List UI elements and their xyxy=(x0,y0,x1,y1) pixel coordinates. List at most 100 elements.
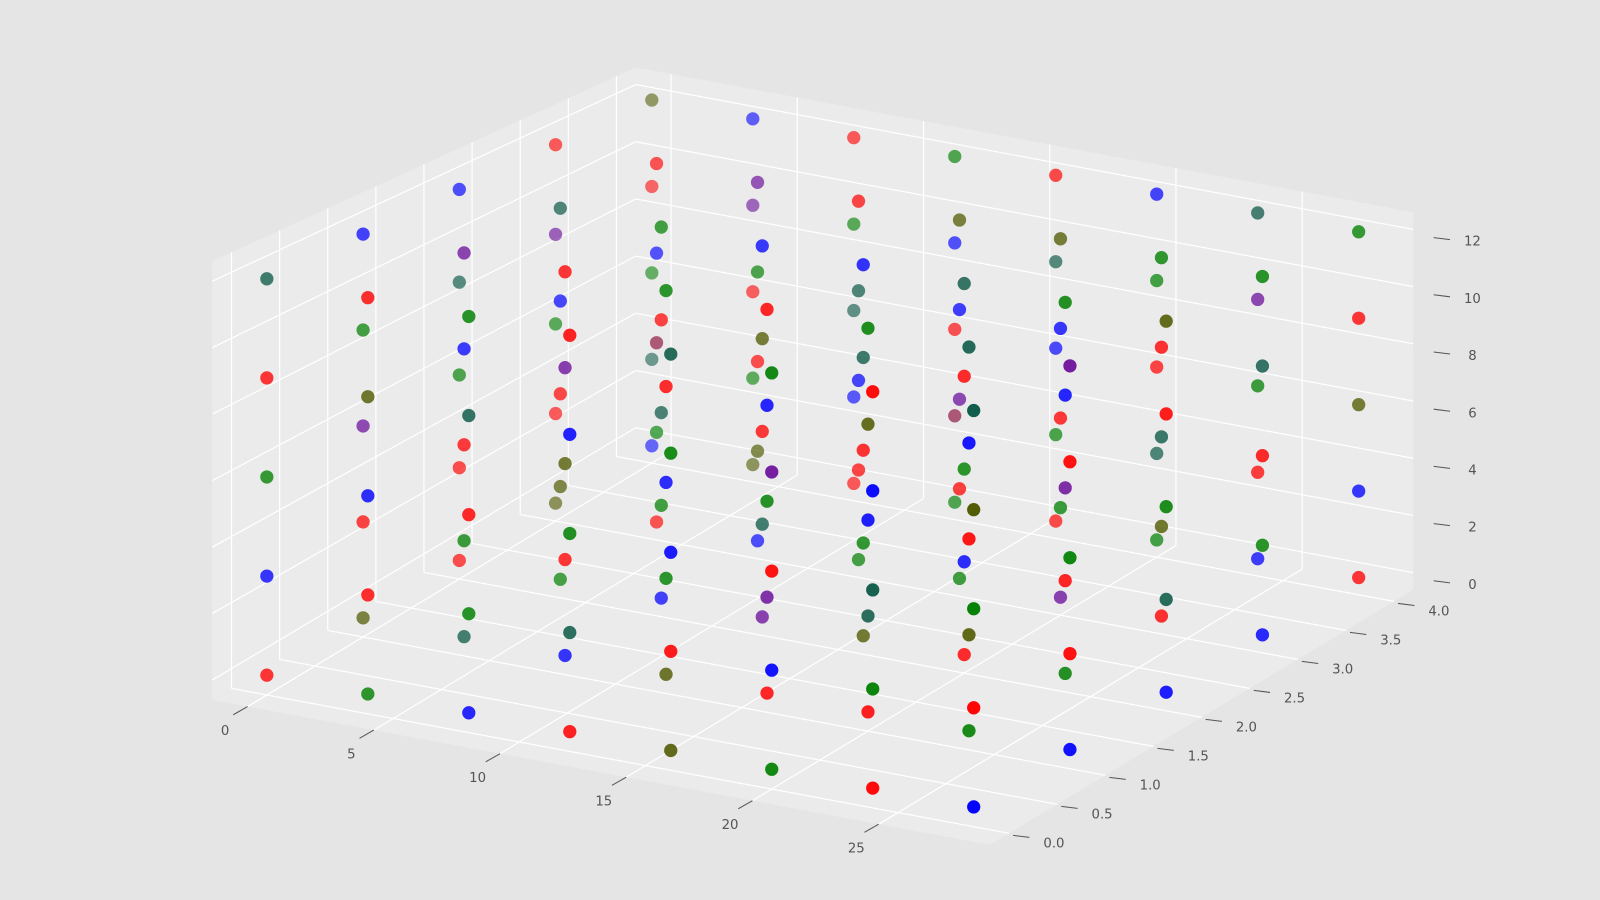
point xyxy=(462,706,476,720)
point xyxy=(755,610,769,624)
x-tick-label: 10 xyxy=(469,771,486,786)
point xyxy=(1150,533,1164,547)
point xyxy=(659,667,673,681)
point xyxy=(452,368,466,382)
point xyxy=(645,439,659,453)
y-tick-label: 1.0 xyxy=(1140,779,1161,794)
point xyxy=(1049,514,1063,528)
point xyxy=(1159,500,1173,514)
point xyxy=(649,156,664,171)
point xyxy=(654,313,668,327)
point xyxy=(1053,411,1068,425)
point xyxy=(948,495,962,509)
point xyxy=(866,385,880,399)
point xyxy=(1159,407,1173,421)
point xyxy=(750,534,765,548)
point xyxy=(659,379,673,394)
x-tick xyxy=(485,753,501,763)
grid-line xyxy=(211,141,636,349)
point xyxy=(654,498,668,512)
point xyxy=(361,390,375,404)
point xyxy=(851,284,866,298)
y-tick-label: 2.5 xyxy=(1284,692,1305,707)
grid-line xyxy=(211,83,636,282)
y-tick-label: 4.0 xyxy=(1428,605,1449,620)
grid-line xyxy=(423,571,1202,718)
point xyxy=(356,227,370,241)
point xyxy=(1053,232,1068,246)
point xyxy=(765,366,779,380)
point xyxy=(1058,295,1072,309)
point xyxy=(1352,311,1366,325)
point xyxy=(948,409,962,423)
point xyxy=(457,534,471,548)
point xyxy=(361,588,375,602)
point xyxy=(847,476,861,491)
y-tick-label: 0.5 xyxy=(1092,808,1113,823)
point xyxy=(1251,552,1265,566)
point xyxy=(1053,500,1068,515)
y-tick xyxy=(1013,834,1030,838)
point xyxy=(952,302,967,317)
point xyxy=(1154,340,1169,354)
point xyxy=(260,470,274,484)
point xyxy=(967,800,981,814)
point xyxy=(952,482,967,496)
point xyxy=(659,571,673,585)
point xyxy=(1251,379,1265,393)
point xyxy=(760,494,774,508)
point xyxy=(462,507,476,522)
point xyxy=(957,555,971,569)
y-tick-label: 2.0 xyxy=(1236,721,1257,736)
point xyxy=(1063,455,1077,469)
point xyxy=(866,583,880,597)
z-tick-label: 2 xyxy=(1468,521,1476,536)
point xyxy=(664,446,678,460)
point xyxy=(1150,360,1164,374)
point xyxy=(847,131,861,145)
point xyxy=(1150,273,1164,288)
point xyxy=(1150,446,1164,461)
point xyxy=(563,625,577,640)
point xyxy=(851,373,866,388)
point xyxy=(750,354,765,369)
point xyxy=(654,591,668,605)
point xyxy=(452,275,466,289)
point xyxy=(861,609,875,623)
point xyxy=(553,201,567,215)
grid-line xyxy=(635,255,1414,402)
point xyxy=(962,532,976,546)
point xyxy=(765,663,779,677)
point xyxy=(760,302,774,317)
point xyxy=(558,265,572,279)
point xyxy=(1049,427,1063,442)
point xyxy=(1159,314,1173,328)
point xyxy=(1058,481,1072,495)
point xyxy=(356,515,370,529)
z-tick-label: 0 xyxy=(1468,578,1476,593)
point xyxy=(750,265,765,279)
z-tick xyxy=(1433,523,1451,527)
point xyxy=(750,175,765,189)
point xyxy=(967,403,981,418)
point xyxy=(746,371,760,385)
point xyxy=(967,602,981,616)
point xyxy=(548,317,563,331)
point xyxy=(851,463,866,477)
point xyxy=(558,361,572,375)
point xyxy=(553,479,567,494)
point xyxy=(452,553,466,568)
x-tick xyxy=(737,800,753,810)
y-tick xyxy=(1301,660,1319,664)
point xyxy=(1154,519,1169,534)
point xyxy=(755,332,769,346)
point xyxy=(356,611,370,625)
point xyxy=(952,392,967,406)
x-tick-label: 20 xyxy=(722,818,739,833)
point xyxy=(649,515,664,529)
point xyxy=(260,668,274,682)
point xyxy=(452,182,466,197)
y-tick xyxy=(1398,602,1415,606)
point xyxy=(654,220,668,234)
